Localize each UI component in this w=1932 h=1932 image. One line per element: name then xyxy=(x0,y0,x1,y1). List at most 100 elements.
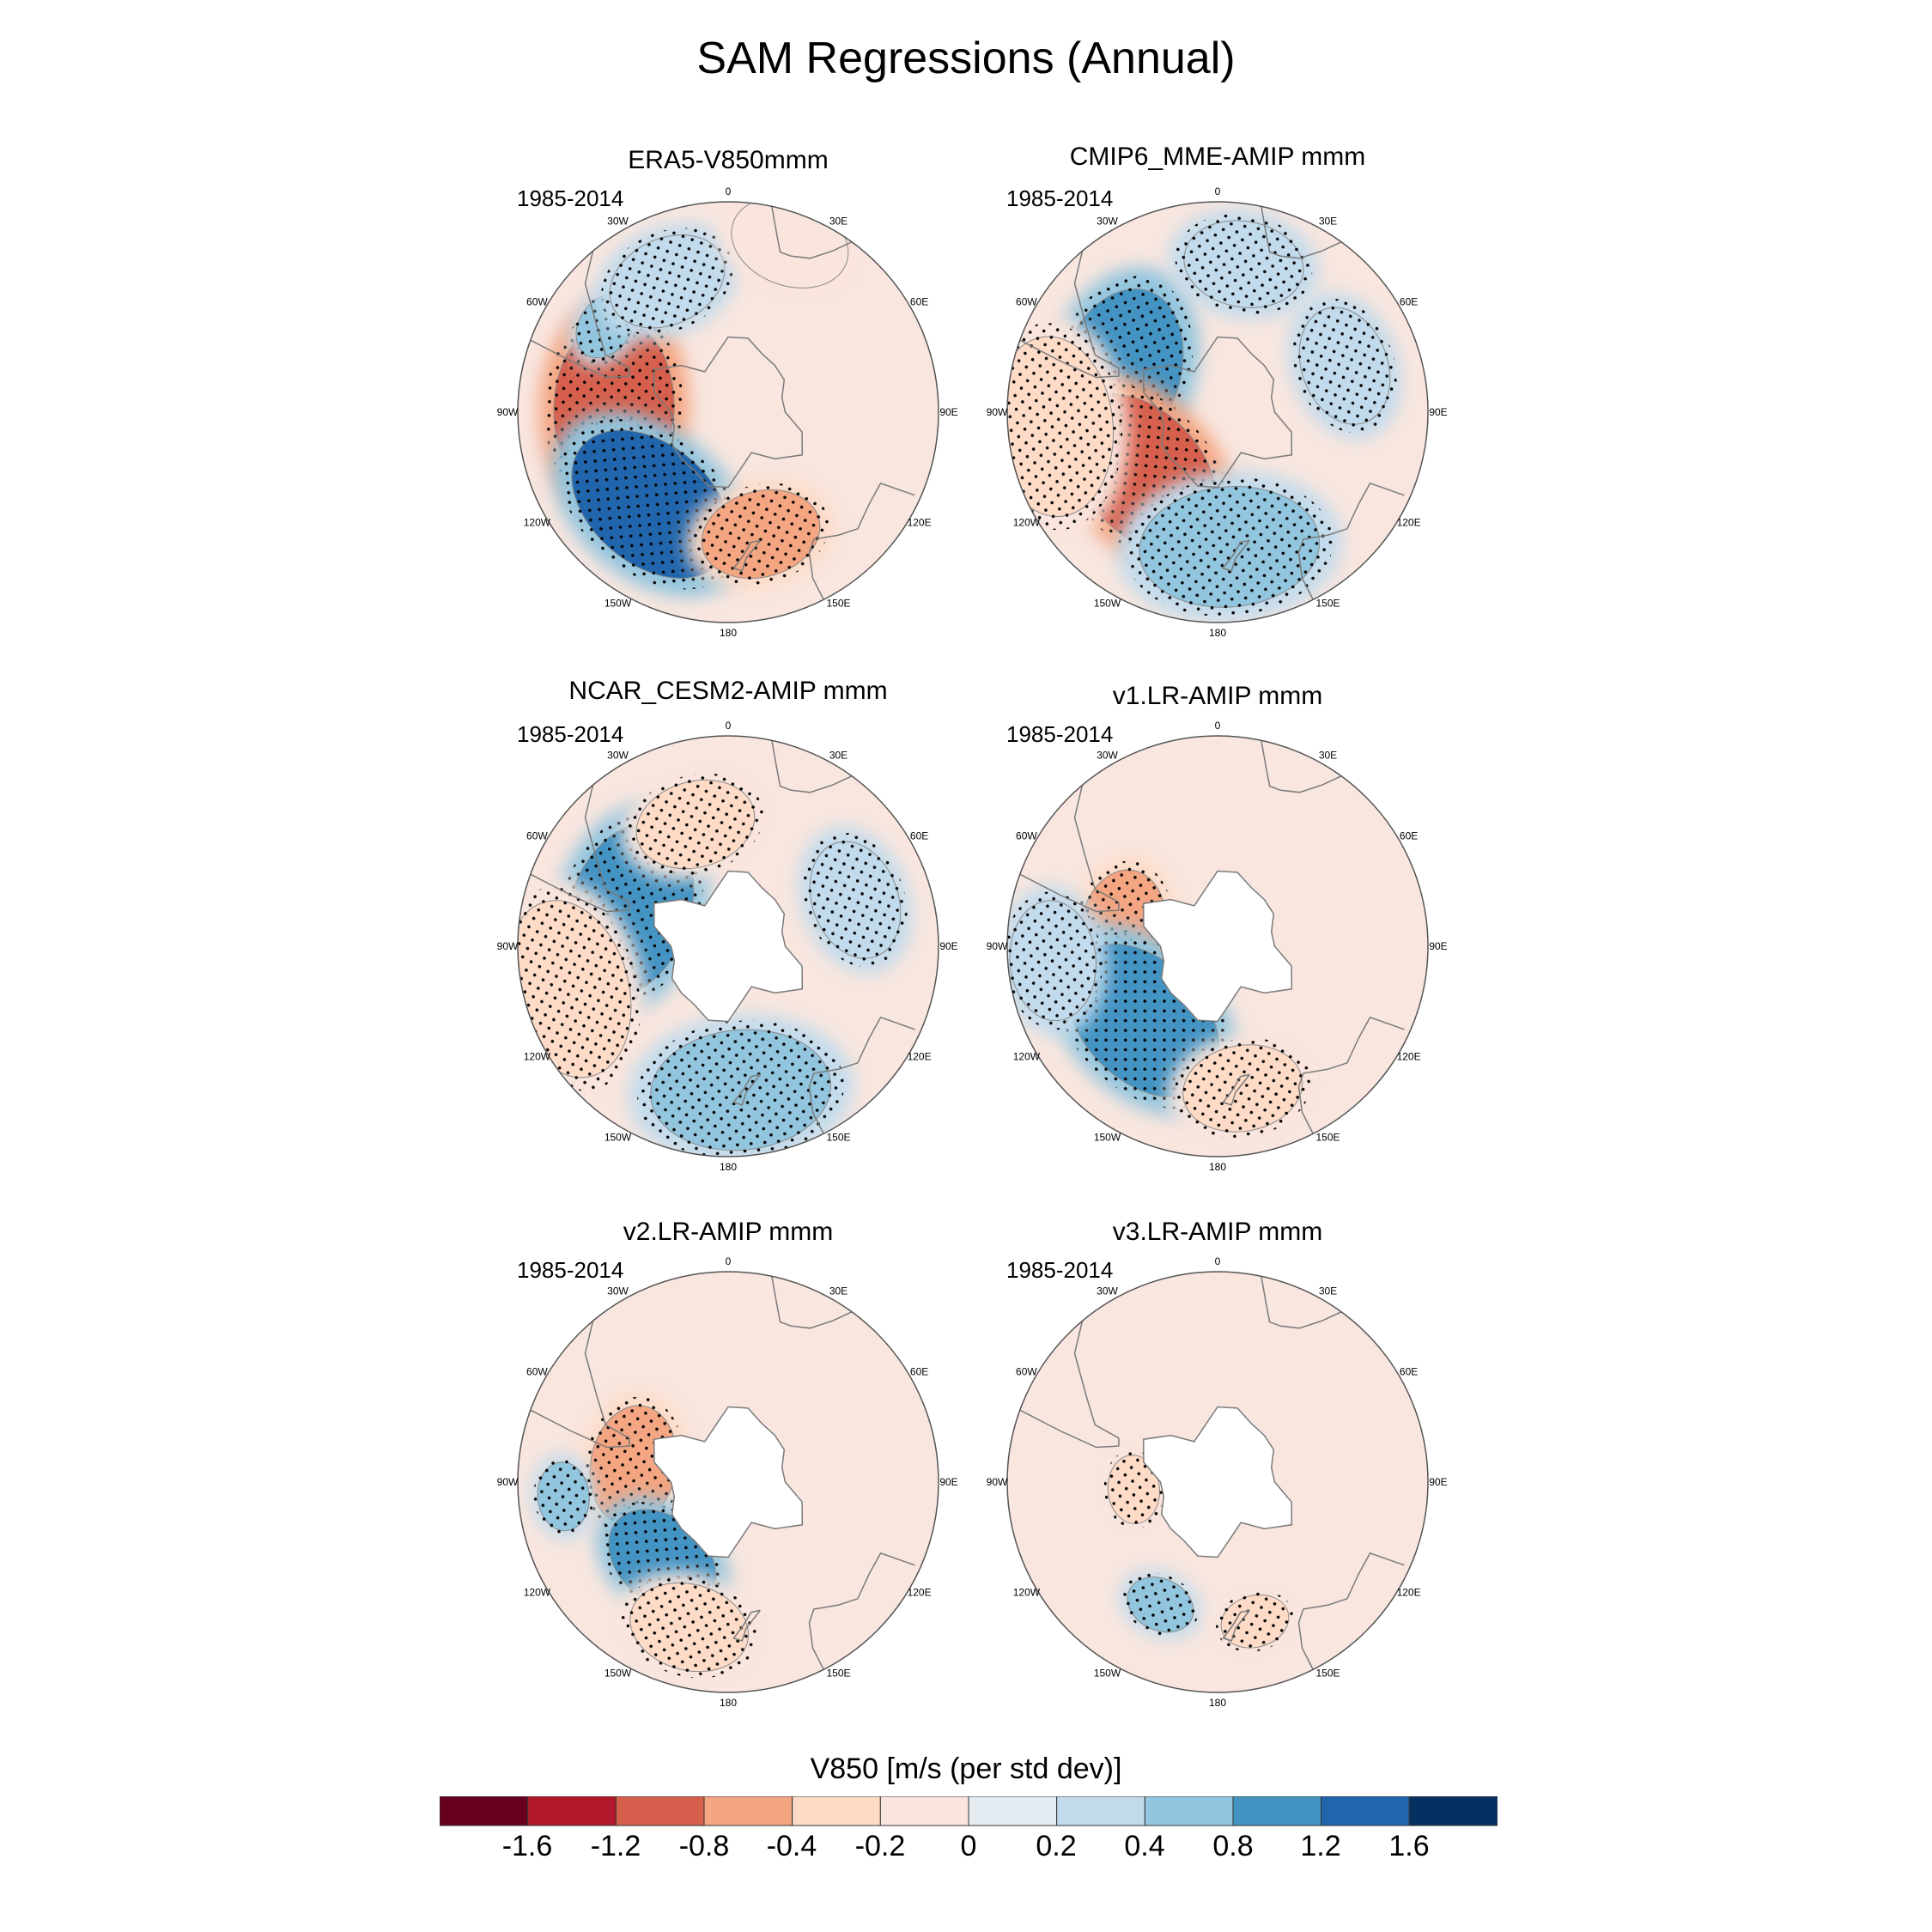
colorbar-tick: -1.2 xyxy=(590,1830,641,1862)
longitude-label: 150E xyxy=(826,1132,850,1144)
longitude-label: 90E xyxy=(1429,1476,1447,1488)
antarctica-coastline xyxy=(653,870,804,1023)
longitude-label: 90E xyxy=(939,406,957,418)
colorbar-label: V850 [m/s (per std dev)] xyxy=(810,1753,1122,1785)
polar-map-v2: 0 30E 60E 90E 120E 150E 180 150W 120W 90W 60W 30W xyxy=(497,1255,958,1709)
longitude-label: 0 xyxy=(726,720,732,732)
longitude-label: 60E xyxy=(910,296,928,308)
longitude-label: 180 xyxy=(1209,1697,1226,1709)
colorbar-box xyxy=(703,1796,793,1826)
longitude-label: 30W xyxy=(607,215,629,227)
longitude-label: 180 xyxy=(720,627,737,639)
longitude-label: 60E xyxy=(1400,296,1418,308)
significance-stippling xyxy=(803,832,908,968)
africa-coastline xyxy=(1261,740,1342,793)
significance-stippling xyxy=(1122,1572,1199,1637)
polar-map-v3: 0 30E 60E 90E 120E 150E 180 150W 120W 90W 60W 30W xyxy=(987,1255,1448,1709)
colorbar-tick: 1.6 xyxy=(1388,1830,1430,1862)
longitude-label: 30E xyxy=(829,1285,848,1297)
longitude-label: 150W xyxy=(1094,1668,1121,1680)
australia-coastline xyxy=(808,482,915,600)
longitude-label: 120W xyxy=(1013,1051,1041,1063)
longitude-label: 0 xyxy=(726,185,732,197)
polar-map-era5: 0 30E 60E 90E 120E 150E 180 150W 120W 90W 60W 30W xyxy=(497,185,958,639)
longitude-label: 150W xyxy=(605,1132,632,1144)
longitude-label: 60E xyxy=(910,1366,928,1378)
significance-stippling xyxy=(627,773,764,876)
significance-stippling xyxy=(601,228,733,335)
colorbar-tick: 1.2 xyxy=(1300,1830,1341,1862)
longitude-label: 150E xyxy=(826,1668,850,1680)
panel-period-v2: 1985-2014 xyxy=(517,1257,624,1283)
new-zealand-coastline xyxy=(1222,1073,1250,1106)
longitude-label: 30E xyxy=(1319,1285,1337,1297)
antarctica-coastline xyxy=(1142,870,1293,1023)
longitude-label: 30W xyxy=(1097,1285,1118,1297)
longitude-label: 0 xyxy=(1215,720,1221,732)
longitude-label: 150E xyxy=(1315,1668,1340,1680)
significance-stippling xyxy=(1103,1449,1163,1529)
longitude-label: 60E xyxy=(1400,1366,1418,1378)
antarctica-coastline xyxy=(1142,336,1293,489)
map-boundary xyxy=(1006,1271,1429,1693)
longitude-label: 90W xyxy=(497,940,519,952)
map-boundary xyxy=(517,735,939,1157)
south-america-coastline xyxy=(1019,785,1120,913)
longitude-label: 180 xyxy=(1209,1161,1226,1173)
colorbar-box xyxy=(879,1796,969,1826)
polar-map-cesm2: 0 30E 60E 90E 120E 150E 180 150W 120W 90W 60W 30W xyxy=(497,720,958,1173)
longitude-label: 30E xyxy=(829,749,848,761)
colorbar-tick: -1.6 xyxy=(501,1830,553,1862)
new-zealand-coastline xyxy=(1222,539,1250,572)
colorbar-tick: -0.4 xyxy=(766,1830,817,1862)
longitude-label: 90W xyxy=(987,1476,1008,1488)
significance-stippling xyxy=(1174,1038,1312,1139)
longitude-label: 120W xyxy=(524,1587,551,1599)
significance-stippling xyxy=(621,1576,757,1679)
longitude-label: 60E xyxy=(910,830,928,842)
longitude-label: 90W xyxy=(987,406,1008,418)
africa-coastline xyxy=(1261,206,1342,259)
longitude-label: 30W xyxy=(607,1285,629,1297)
south-america-coastline xyxy=(530,1321,630,1449)
south-america-coastline xyxy=(1019,1321,1120,1449)
longitude-label: 90E xyxy=(939,940,957,952)
panel-title-v3: v3.LR-AMIP mmm xyxy=(1112,1218,1323,1246)
new-zealand-coastline xyxy=(732,1073,761,1106)
longitude-label: 30W xyxy=(1097,749,1118,761)
australia-coastline xyxy=(1297,482,1405,600)
colorbar-tick: 0.4 xyxy=(1124,1830,1165,1862)
longitude-label: 120E xyxy=(908,1587,932,1599)
longitude-label: 90W xyxy=(497,406,519,418)
longitude-label: 90E xyxy=(1429,940,1447,952)
longitude-label: 30E xyxy=(1319,215,1337,227)
longitude-label: 60W xyxy=(526,296,548,308)
longitude-label: 30W xyxy=(607,749,629,761)
panel-period-v3: 1985-2014 xyxy=(1006,1257,1114,1283)
longitude-label: 120E xyxy=(1397,1051,1421,1063)
colorbar-tick: 0.2 xyxy=(1036,1830,1077,1862)
africa-coastline xyxy=(771,206,853,259)
panel-title-cmip6: CMIP6_MME-AMIP mmm xyxy=(1069,143,1366,171)
longitude-label: 90E xyxy=(939,1476,957,1488)
significance-stippling xyxy=(1216,1590,1294,1652)
longitude-label: 60W xyxy=(1016,830,1037,842)
colorbar-box xyxy=(1056,1796,1145,1826)
longitude-label: 150E xyxy=(1315,1132,1340,1144)
longitude-label: 30E xyxy=(829,215,848,227)
panel-title-cesm2: NCAR_CESM2-AMIP mmm xyxy=(568,677,888,705)
colorbar-tick: 0 xyxy=(960,1830,977,1862)
longitude-label: 120W xyxy=(524,1051,551,1063)
longitude-label: 120W xyxy=(524,517,551,529)
map-boundary xyxy=(517,201,939,623)
south-america-coastline xyxy=(530,785,630,913)
longitude-label: 150E xyxy=(1315,598,1340,610)
colorbar-box xyxy=(1408,1796,1498,1826)
map-boundary xyxy=(517,1271,939,1693)
colorbar-box xyxy=(527,1796,617,1826)
significance-stippling xyxy=(1126,477,1334,617)
colorbar-tick: 0.8 xyxy=(1212,1830,1254,1862)
panel-period-v1: 1985-2014 xyxy=(1006,721,1114,747)
south-america-coastline xyxy=(530,251,630,379)
colorbar-tick: -0.2 xyxy=(854,1830,906,1862)
